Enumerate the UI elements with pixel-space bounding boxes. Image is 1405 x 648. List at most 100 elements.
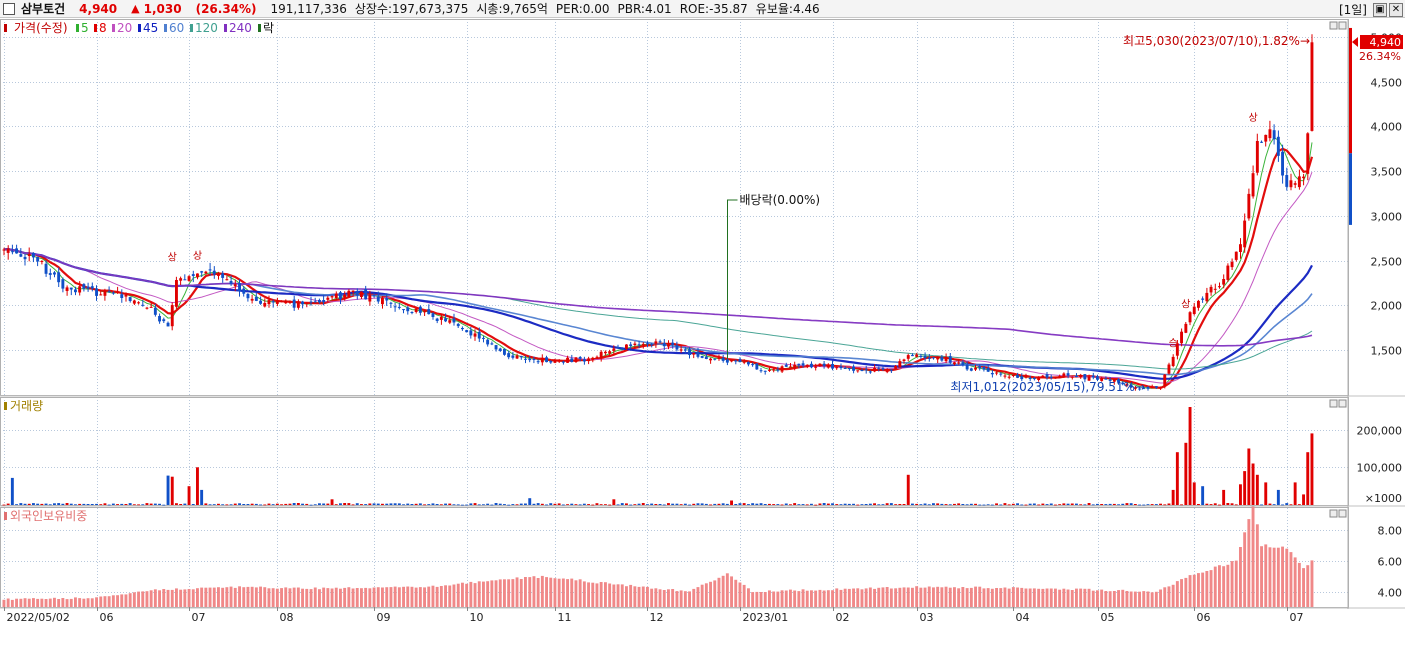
candle[interactable] <box>515 355 519 359</box>
foreign-bar[interactable] <box>742 584 746 607</box>
volume-bar[interactable] <box>40 503 44 505</box>
candle[interactable] <box>275 300 279 304</box>
foreign-bar[interactable] <box>818 589 822 607</box>
foreign-bar[interactable] <box>124 594 128 607</box>
candle[interactable] <box>1032 378 1036 380</box>
volume-bar[interactable] <box>1016 503 1019 505</box>
volume-bar[interactable] <box>683 503 687 505</box>
foreign-bar[interactable] <box>969 587 973 607</box>
foreign-bar[interactable] <box>23 598 27 607</box>
candle[interactable] <box>111 292 115 294</box>
volume-bar[interactable] <box>1049 503 1053 506</box>
candle[interactable] <box>461 328 464 330</box>
candle[interactable] <box>233 284 237 287</box>
foreign-bar[interactable] <box>78 598 82 607</box>
foreign-bar[interactable] <box>275 588 279 607</box>
volume-bar[interactable] <box>1150 504 1154 505</box>
foreign-bar[interactable] <box>69 598 73 607</box>
volume-bar[interactable] <box>44 503 48 505</box>
volume-bar[interactable] <box>423 504 426 506</box>
candle[interactable] <box>179 278 183 281</box>
foreign-pane[interactable] <box>2 506 1314 608</box>
candle[interactable] <box>1226 265 1230 280</box>
foreign-bar[interactable] <box>831 590 834 607</box>
foreign-bar[interactable] <box>141 591 145 607</box>
candle[interactable] <box>57 272 61 283</box>
foreign-bar[interactable] <box>768 590 771 607</box>
volume-bar[interactable] <box>208 504 212 506</box>
volume-bar[interactable] <box>1188 407 1192 505</box>
foreign-bar[interactable] <box>1100 589 1104 607</box>
volume-bar[interactable] <box>780 504 784 506</box>
foreign-bar[interactable] <box>158 590 161 607</box>
volume-bar[interactable] <box>381 503 384 505</box>
foreign-bar[interactable] <box>566 579 569 607</box>
candle[interactable] <box>688 349 691 355</box>
candle[interactable] <box>187 276 191 281</box>
foreign-bar[interactable] <box>389 587 393 607</box>
candle[interactable] <box>1230 261 1234 268</box>
foreign-bar[interactable] <box>439 586 443 607</box>
candle[interactable] <box>305 303 309 305</box>
volume-bar[interactable] <box>183 503 187 505</box>
foreign-bar[interactable] <box>494 580 498 607</box>
foreign-bar[interactable] <box>604 582 607 607</box>
candle[interactable] <box>940 357 944 361</box>
candle[interactable] <box>868 371 872 373</box>
foreign-bar[interactable] <box>360 588 363 607</box>
foreign-bar[interactable] <box>19 598 23 607</box>
volume-bar[interactable] <box>1243 471 1247 505</box>
volume-bar[interactable] <box>99 504 103 505</box>
volume-bar[interactable] <box>679 504 683 505</box>
foreign-bar[interactable] <box>271 588 275 607</box>
candle[interactable] <box>200 271 204 273</box>
candle[interactable] <box>397 306 401 308</box>
volume-bar[interactable] <box>95 503 98 505</box>
foreign-bar[interactable] <box>6 598 10 608</box>
foreign-bar[interactable] <box>877 587 881 607</box>
foreign-bar[interactable] <box>200 587 204 607</box>
volume-bar[interactable] <box>995 503 998 505</box>
foreign-bar[interactable] <box>1091 590 1095 607</box>
candle[interactable] <box>721 357 725 361</box>
volume-bar[interactable] <box>768 503 771 505</box>
volume-bar[interactable] <box>595 503 599 505</box>
candle[interactable] <box>620 348 624 350</box>
candle[interactable] <box>61 279 65 289</box>
foreign-bar[interactable] <box>301 588 304 607</box>
volume-bar[interactable] <box>1146 504 1150 505</box>
foreign-bar[interactable] <box>864 588 868 607</box>
volume-bar[interactable] <box>263 504 267 506</box>
foreign-bar[interactable] <box>751 592 755 607</box>
volume-bar[interactable] <box>141 504 145 506</box>
foreign-bar[interactable] <box>982 588 986 607</box>
volume-bar[interactable] <box>1041 503 1045 505</box>
volume-bar[interactable] <box>616 504 620 506</box>
volume-bar[interactable] <box>717 503 721 505</box>
foreign-bar[interactable] <box>175 588 178 607</box>
candle[interactable] <box>709 358 712 361</box>
foreign-bar[interactable] <box>591 582 595 607</box>
candle[interactable] <box>1142 388 1146 390</box>
pane-maximize-button[interactable] <box>1338 21 1347 30</box>
candle[interactable] <box>1037 377 1041 380</box>
candle[interactable] <box>717 357 721 359</box>
candle[interactable] <box>145 307 149 309</box>
volume-bar[interactable] <box>658 504 662 505</box>
candle[interactable] <box>906 355 910 359</box>
candle[interactable] <box>658 341 662 343</box>
candle[interactable] <box>839 366 843 369</box>
volume-bar[interactable] <box>414 503 418 505</box>
candle[interactable] <box>524 358 527 360</box>
candle[interactable] <box>1054 377 1057 379</box>
candle[interactable] <box>553 360 557 363</box>
candle[interactable] <box>591 357 595 360</box>
volume-bar[interactable] <box>439 504 443 506</box>
candle[interactable] <box>1133 387 1137 389</box>
foreign-bar[interactable] <box>814 590 818 607</box>
volume-bar[interactable] <box>1087 503 1091 505</box>
foreign-bar[interactable] <box>1184 577 1188 607</box>
volume-bar[interactable] <box>835 504 839 505</box>
foreign-bar[interactable] <box>721 575 725 607</box>
candle[interactable] <box>309 301 313 303</box>
